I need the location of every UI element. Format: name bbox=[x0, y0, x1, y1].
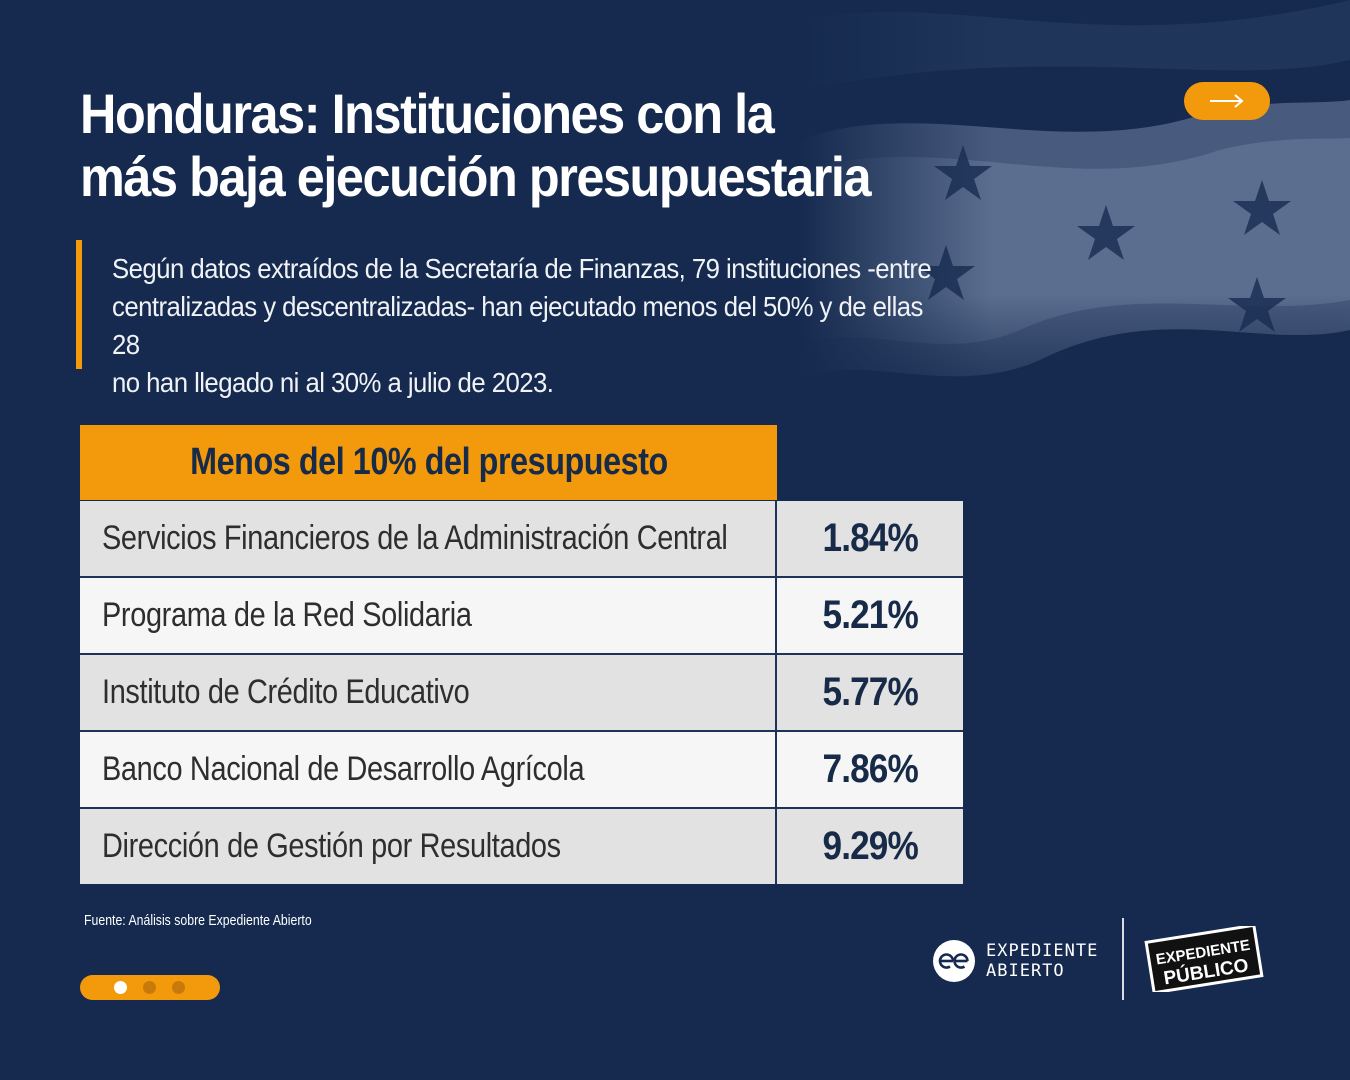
intro-line-1: Según datos extraídos de la Secretaría d… bbox=[112, 253, 932, 284]
execution-value: 1.84% bbox=[822, 516, 918, 560]
budget-table: Servicios Financieros de la Administraci… bbox=[80, 501, 963, 884]
expediente-publico-logo: EXPEDIENTE PÚBLICO bbox=[1144, 926, 1264, 992]
execution-value: 5.21% bbox=[822, 593, 918, 637]
institution-name: Dirección de Gestión por Resultados bbox=[102, 827, 561, 865]
execution-cell: 5.77% bbox=[777, 655, 963, 730]
institution-cell: Programa de la Red Solidaria bbox=[80, 578, 777, 653]
table-row: Dirección de Gestión por Resultados 9.29… bbox=[80, 809, 963, 884]
intro-line-2: centralizadas y descentralizadas- han ej… bbox=[112, 291, 923, 360]
execution-cell: 1.84% bbox=[777, 501, 963, 576]
institution-cell: Servicios Financieros de la Administraci… bbox=[80, 501, 777, 576]
table-row: Servicios Financieros de la Administraci… bbox=[80, 501, 963, 578]
table-header: Menos del 10% del presupuesto bbox=[80, 425, 777, 500]
institution-name: Banco Nacional de Desarrollo Agrícola bbox=[102, 750, 585, 788]
execution-cell: 7.86% bbox=[777, 732, 963, 807]
institution-name: Programa de la Red Solidaria bbox=[102, 596, 472, 634]
title-line-2: más baja ejecución presupuestaria bbox=[80, 145, 871, 208]
institution-cell: Instituto de Crédito Educativo bbox=[80, 655, 777, 730]
intro-accent-bar bbox=[76, 240, 82, 369]
execution-cell: 9.29% bbox=[777, 809, 963, 884]
execution-value: 5.77% bbox=[822, 670, 918, 714]
table-row: Banco Nacional de Desarrollo Agrícola 7.… bbox=[80, 732, 963, 809]
expediente-abierto-logo-icon bbox=[933, 940, 975, 982]
pager-dot-3[interactable] bbox=[172, 981, 185, 994]
pager-dot-1[interactable] bbox=[114, 981, 127, 994]
expediente-abierto-logo: EXPEDIENTE ABIERTO bbox=[932, 938, 1098, 984]
institution-cell: Banco Nacional de Desarrollo Agrícola bbox=[80, 732, 777, 807]
intro-paragraph: Según datos extraídos de la Secretaría d… bbox=[112, 250, 940, 402]
expediente-abierto-wordmark: EXPEDIENTE ABIERTO bbox=[986, 941, 1098, 981]
next-slide-button[interactable] bbox=[1184, 82, 1270, 120]
table-row: Instituto de Crédito Educativo 5.77% bbox=[80, 655, 963, 732]
source-note: Fuente: Análisis sobre Expediente Abiert… bbox=[84, 912, 312, 929]
table-header-label: Menos del 10% del presupuesto bbox=[189, 441, 668, 483]
logo-divider bbox=[1122, 918, 1124, 1000]
expediente-abierto-line-1: EXPEDIENTE bbox=[986, 941, 1099, 961]
institution-name: Instituto de Crédito Educativo bbox=[102, 673, 470, 711]
intro-line-3: no han llegado ni al 30% a julio de 2023… bbox=[112, 367, 554, 398]
institution-cell: Dirección de Gestión por Resultados bbox=[80, 809, 777, 884]
slide-pager bbox=[80, 975, 220, 1000]
institution-name: Servicios Financieros de la Administraci… bbox=[102, 519, 728, 557]
arrow-right-icon bbox=[1210, 94, 1244, 108]
execution-value: 9.29% bbox=[822, 824, 918, 868]
expediente-abierto-line-2: ABIERTO bbox=[986, 961, 1065, 981]
execution-value: 7.86% bbox=[822, 747, 918, 791]
pager-dot-2[interactable] bbox=[143, 981, 156, 994]
table-row: Programa de la Red Solidaria 5.21% bbox=[80, 578, 963, 655]
execution-cell: 5.21% bbox=[777, 578, 963, 653]
page-title: Honduras: Instituciones con la más baja … bbox=[80, 82, 890, 208]
title-line-1: Honduras: Instituciones con la bbox=[80, 82, 775, 145]
